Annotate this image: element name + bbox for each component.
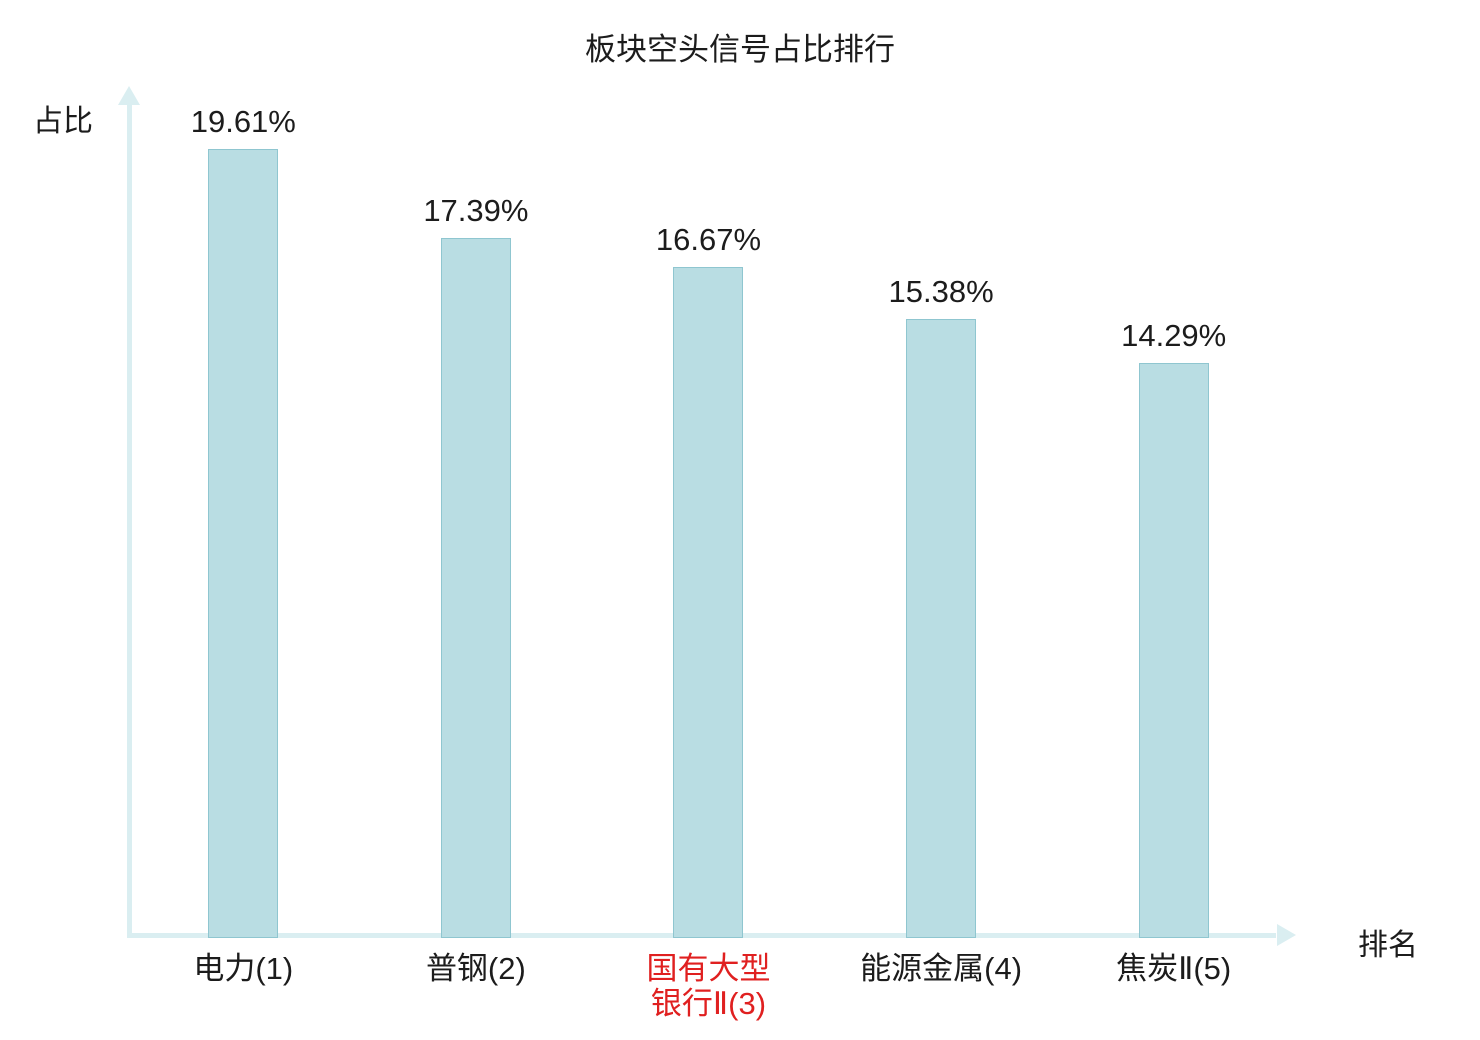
category-label: 能源金属(4) [860, 951, 1023, 986]
bar-value-label: 14.29% [1121, 318, 1227, 353]
bar [208, 149, 279, 938]
bar-column: 15.38% [889, 274, 994, 938]
bar-value-label: 19.61% [190, 104, 296, 139]
category-label: 普钢(2) [425, 951, 526, 986]
bar-column: 16.67% [656, 222, 761, 938]
category-label: 电力(1) [193, 951, 294, 986]
category-labels-row: 电力(1) 普钢(2) 国有大型 银行Ⅱ(3) 能源金属(4) 焦炭Ⅱ(5) [127, 951, 1290, 1021]
bar-value-label: 17.39% [423, 193, 529, 228]
bar-value-label: 16.67% [655, 222, 762, 257]
plot-area: 19.61% 17.39% 16.67% 15.38% 14.29% [118, 86, 1296, 946]
y-axis-label: 占比 [33, 105, 93, 138]
bar [440, 238, 511, 938]
bar [1138, 363, 1209, 938]
category-label: 国有大型 银行Ⅱ(3) [646, 951, 771, 1021]
category-label: 焦炭Ⅱ(5) [1116, 951, 1232, 986]
chart-title: 板块空头信号占比排行 [585, 32, 895, 67]
bar-column: 17.39% [423, 193, 528, 938]
bar-column: 14.29% [1121, 318, 1226, 938]
y-axis-arrow-icon [118, 86, 140, 105]
bar-column: 19.61% [191, 104, 296, 938]
x-axis-label: 排名 [1358, 929, 1418, 962]
y-axis-line [127, 102, 132, 938]
bars-container: 19.61% 17.39% 16.67% 15.38% 14.29% [127, 88, 1290, 938]
bar [906, 319, 977, 938]
bar [673, 267, 744, 938]
bar-value-label: 15.38% [888, 274, 994, 309]
x-axis-arrow-icon [1277, 924, 1296, 946]
